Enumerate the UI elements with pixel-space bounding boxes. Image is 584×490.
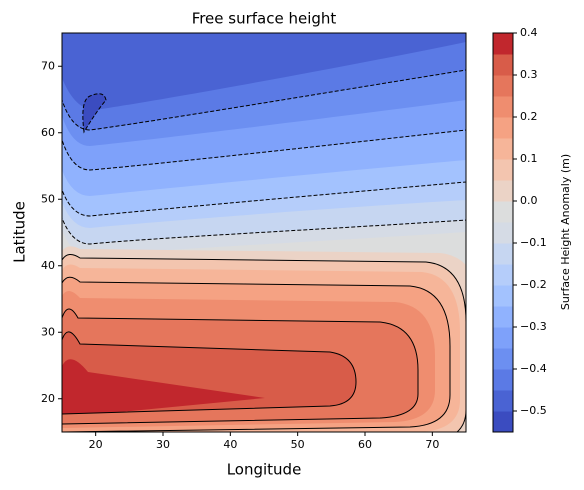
colorbar-tick-label: −0.3 <box>520 320 547 333</box>
x-tick-label: 30 <box>156 438 170 451</box>
colorbar-swatch <box>493 180 513 202</box>
colorbar-label: Surface Height Anomaly (m) <box>559 154 572 310</box>
colorbar-frame <box>492 32 514 433</box>
contour-field <box>62 33 466 432</box>
x-tick-label: 20 <box>89 438 103 451</box>
contour-line <box>82 93 107 134</box>
y-tick-label: 70 <box>41 59 55 72</box>
x-tick-label: 70 <box>425 438 439 451</box>
colorbar-swatch <box>493 411 513 433</box>
contour-band <box>62 33 466 110</box>
contour-line <box>62 33 466 245</box>
y-tick-label: 50 <box>41 192 55 205</box>
y-tick-label: 60 <box>41 126 55 139</box>
contour-band <box>62 359 265 414</box>
colorbar-swatch <box>493 369 513 391</box>
colorbar-swatch <box>493 264 513 286</box>
colorbar-swatch <box>493 390 513 412</box>
contour-line <box>62 331 357 420</box>
colorbar-swatch <box>493 33 513 55</box>
colorbar-swatch <box>493 75 513 97</box>
colorbar-swatch <box>493 54 513 76</box>
colorbar-swatch <box>493 201 513 223</box>
contour-line <box>62 276 451 432</box>
colorbar-tick-label: −0.1 <box>520 236 547 249</box>
contour-line <box>62 33 466 131</box>
colorbar-swatch <box>493 159 513 181</box>
colorbar-swatch <box>493 117 513 139</box>
colorbar-tick-label: −0.4 <box>520 362 547 375</box>
y-axis-label: Latitude <box>11 201 29 263</box>
colorbar-tick-label: 0.0 <box>520 194 538 207</box>
contour-line <box>62 33 466 217</box>
colorbar-swatch <box>493 306 513 328</box>
contour-line <box>62 254 466 432</box>
colorbar-swatch <box>493 222 513 244</box>
colorbar-tick-label: 0.4 <box>520 26 538 39</box>
chart-title: Free surface height <box>192 10 337 28</box>
colorbar-tick-label: 0.1 <box>520 152 538 165</box>
x-tick-label: 60 <box>358 438 372 451</box>
colorbar-swatch <box>493 243 513 265</box>
colorbar-swatch <box>493 327 513 349</box>
y-tick-label: 40 <box>41 259 55 272</box>
x-tick-label: 40 <box>223 438 237 451</box>
x-tick-label: 50 <box>291 438 305 451</box>
contour-band <box>82 93 106 132</box>
y-tick-label: 30 <box>41 325 55 338</box>
contour-line <box>62 308 419 426</box>
colorbar-swatch <box>493 348 513 370</box>
plot-frame <box>61 32 467 433</box>
y-tick-label: 20 <box>41 392 55 405</box>
contour-line <box>62 33 466 171</box>
colorbar-swatch <box>493 285 513 307</box>
x-axis-label: Longitude <box>227 461 302 479</box>
colorbar-tick-label: −0.5 <box>520 404 547 417</box>
colorbar-tick-label: 0.2 <box>520 110 538 123</box>
colorbar-swatch <box>493 96 513 118</box>
colorbar-tick-label: −0.2 <box>520 278 547 291</box>
colorbar-swatch <box>493 138 513 160</box>
colorbar-tick-label: 0.3 <box>520 68 538 81</box>
